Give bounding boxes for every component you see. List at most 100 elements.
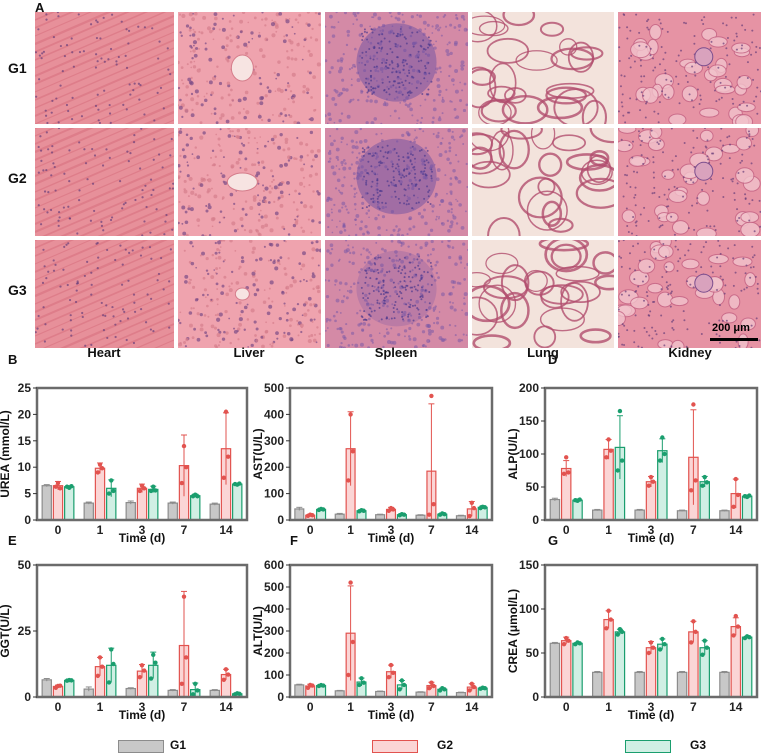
data-point-g-g3-7 [704, 645, 710, 650]
data-point-b-g2-14 [226, 454, 231, 459]
data-point-g-g3-3 [662, 642, 667, 647]
data-point-b-g2-1 [95, 470, 101, 475]
bar-b-g1-1 [83, 502, 94, 521]
tissue-label-spleen: Spleen [374, 345, 418, 360]
data-point-g-g2-14 [731, 633, 736, 638]
data-point-b-g3-7 [195, 494, 200, 499]
data-point-f-g2-3 [391, 670, 396, 675]
y-tick-label-d: 0 [532, 513, 539, 527]
data-point-f-g3-3 [399, 678, 405, 683]
bar-b-g3-14 [232, 483, 243, 521]
row-label-g2: G2 [8, 170, 27, 186]
panel-letter-d: D [548, 352, 557, 367]
y-axis-label-g: CREA (μmol/L) [506, 589, 520, 673]
bar-b-g1-0 [41, 485, 52, 521]
data-point-g-g2-14 [733, 613, 738, 619]
data-point-b-g3-14 [237, 481, 242, 486]
data-point-c-g3-1 [361, 508, 366, 513]
data-point-b-g2-14 [223, 409, 229, 414]
bar-d-g1-3 [634, 509, 645, 521]
data-point-c-g2-14 [471, 505, 477, 511]
data-point-d-g2-14 [733, 476, 738, 482]
data-point-d-g2-0 [561, 471, 567, 476]
bar-g-g3-14 [741, 636, 753, 698]
y-tick-label-c: 500 [264, 381, 284, 395]
data-point-d-g2-3 [646, 483, 651, 488]
histology-image-g3-liver [178, 240, 321, 348]
panel-letter-f: F [290, 533, 298, 548]
data-point-e-g3-7 [195, 688, 200, 693]
data-point-d-g3-1 [615, 468, 620, 473]
bar-g-g2-1 [603, 618, 614, 698]
panel-letter-g: G [548, 533, 558, 548]
data-point-g-g3-0 [577, 641, 582, 646]
data-point-d-g2-0 [566, 470, 571, 475]
x-axis-label-b: Time (d) [119, 531, 165, 545]
data-point-f-g3-3 [397, 687, 402, 692]
y-tick-label-f: 600 [264, 558, 284, 572]
y-tick-label-c: 400 [264, 407, 284, 421]
y-tick-label-f: 400 [264, 602, 284, 616]
legend-swatch-g3 [625, 740, 671, 753]
data-point-d-g3-3 [662, 451, 667, 457]
y-tick-label-b: 20 [18, 407, 32, 421]
x-tick-label-e: 14 [219, 700, 233, 714]
y-tick-label-b: 15 [18, 434, 32, 448]
bar-g-g1-7 [676, 671, 688, 698]
data-point-c-g2-0 [310, 513, 315, 518]
bar-g-g1-14 [719, 671, 730, 698]
bar-b-g2-3 [136, 487, 148, 521]
data-point-e-g2-14 [226, 672, 231, 677]
data-point-f-g2-3 [386, 675, 391, 680]
x-tick-label-c: 0 [307, 523, 314, 537]
data-point-f-g3-1 [361, 680, 366, 685]
bar-b-g1-3 [125, 501, 136, 521]
bar-g-g3-3 [657, 643, 668, 698]
x-tick-label-f: 14 [465, 700, 479, 714]
data-point-e-g3-3 [153, 660, 158, 665]
data-point-d-g2-0 [564, 455, 569, 460]
bar-d-g1-7 [676, 510, 688, 521]
data-point-b-g3-3 [153, 488, 158, 493]
bar-b-g3-7 [190, 495, 201, 521]
bar-d-g3-0 [572, 499, 583, 521]
histology-image-g2-lung [472, 128, 614, 236]
panel-letter-c: C [295, 352, 305, 367]
data-point-d-g3-3 [657, 458, 663, 463]
x-tick-label-e: 7 [181, 700, 188, 714]
x-axis-label-e: Time (d) [119, 708, 165, 722]
legend-label-g1: G1 [170, 738, 187, 752]
data-point-c-g2-7 [427, 512, 432, 517]
data-point-g-g3-1 [619, 629, 625, 635]
data-point-b-g2-7 [181, 443, 187, 449]
data-point-g-g2-1 [604, 626, 609, 631]
data-point-f-g2-1 [350, 639, 355, 645]
data-point-g-g3-3 [657, 647, 663, 652]
y-tick-label-b: 0 [24, 513, 31, 527]
bar-g-g2-0 [560, 640, 572, 698]
data-point-g-g2-7 [691, 619, 696, 624]
tissue-label-liver: Liver [233, 345, 265, 360]
x-tick-label-g: 3 [648, 700, 655, 714]
data-point-f-g2-14 [467, 688, 472, 693]
bar-b-g3-0 [64, 486, 75, 521]
data-point-b-g3-3 [148, 488, 154, 494]
data-point-e-g2-14 [223, 667, 229, 672]
bar-b-g1-7 [167, 502, 178, 521]
x-tick-label-e: 0 [55, 700, 62, 714]
data-point-d-g2-14 [731, 504, 736, 509]
plot-frame-b [35, 386, 249, 522]
row-label-g1: G1 [8, 60, 27, 76]
y-tick-label-d: 100 [519, 447, 539, 461]
x-tick-label-c: 1 [347, 523, 354, 537]
data-point-f-g2-3 [388, 662, 394, 668]
data-point-c-g2-1 [350, 449, 355, 454]
y-tick-label-f: 500 [264, 580, 284, 594]
histology-image-g2-liver [178, 128, 321, 236]
y-axis-label-d: ALP(U/L) [506, 428, 520, 479]
bar-g-g1-1 [592, 671, 603, 698]
data-point-g-g3-3 [660, 636, 665, 642]
y-tick-label-d: 150 [519, 414, 539, 428]
data-point-g-g2-1 [606, 608, 611, 613]
data-point-d-g3-1 [619, 458, 625, 463]
